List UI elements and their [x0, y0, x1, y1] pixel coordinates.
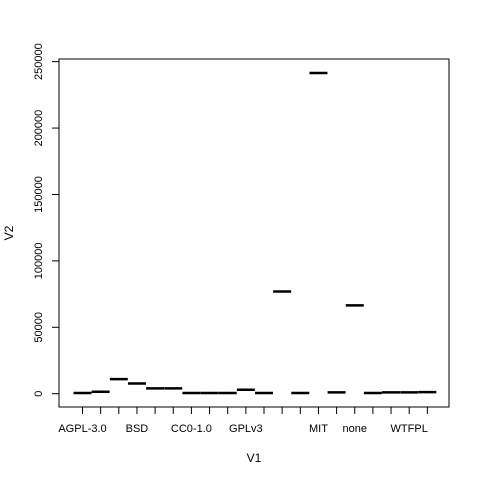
y-tick-label: 50000 — [33, 312, 45, 343]
y-axis-title: V2 — [2, 225, 16, 240]
y-tick-label: 250000 — [33, 43, 45, 80]
y-tick-label: 0 — [33, 391, 45, 397]
y-tick-label: 150000 — [33, 176, 45, 213]
data-marks — [73, 71, 437, 395]
x-tick-label: GPLv3 — [229, 423, 263, 435]
plot-frame — [58, 58, 450, 408]
x-tick-label: none — [343, 423, 367, 435]
x-tick-label: WTFPL — [391, 423, 428, 435]
y-tick-label: 200000 — [33, 110, 45, 147]
x-tick-label: BSD — [126, 423, 149, 435]
y-tick-label: 100000 — [33, 243, 45, 280]
x-tick-label: CC0-1.0 — [171, 423, 212, 435]
x-tick-label: MIT — [309, 423, 328, 435]
x-tick-label: AGPL-3.0 — [58, 423, 106, 435]
x-axis-title: V1 — [247, 451, 262, 465]
